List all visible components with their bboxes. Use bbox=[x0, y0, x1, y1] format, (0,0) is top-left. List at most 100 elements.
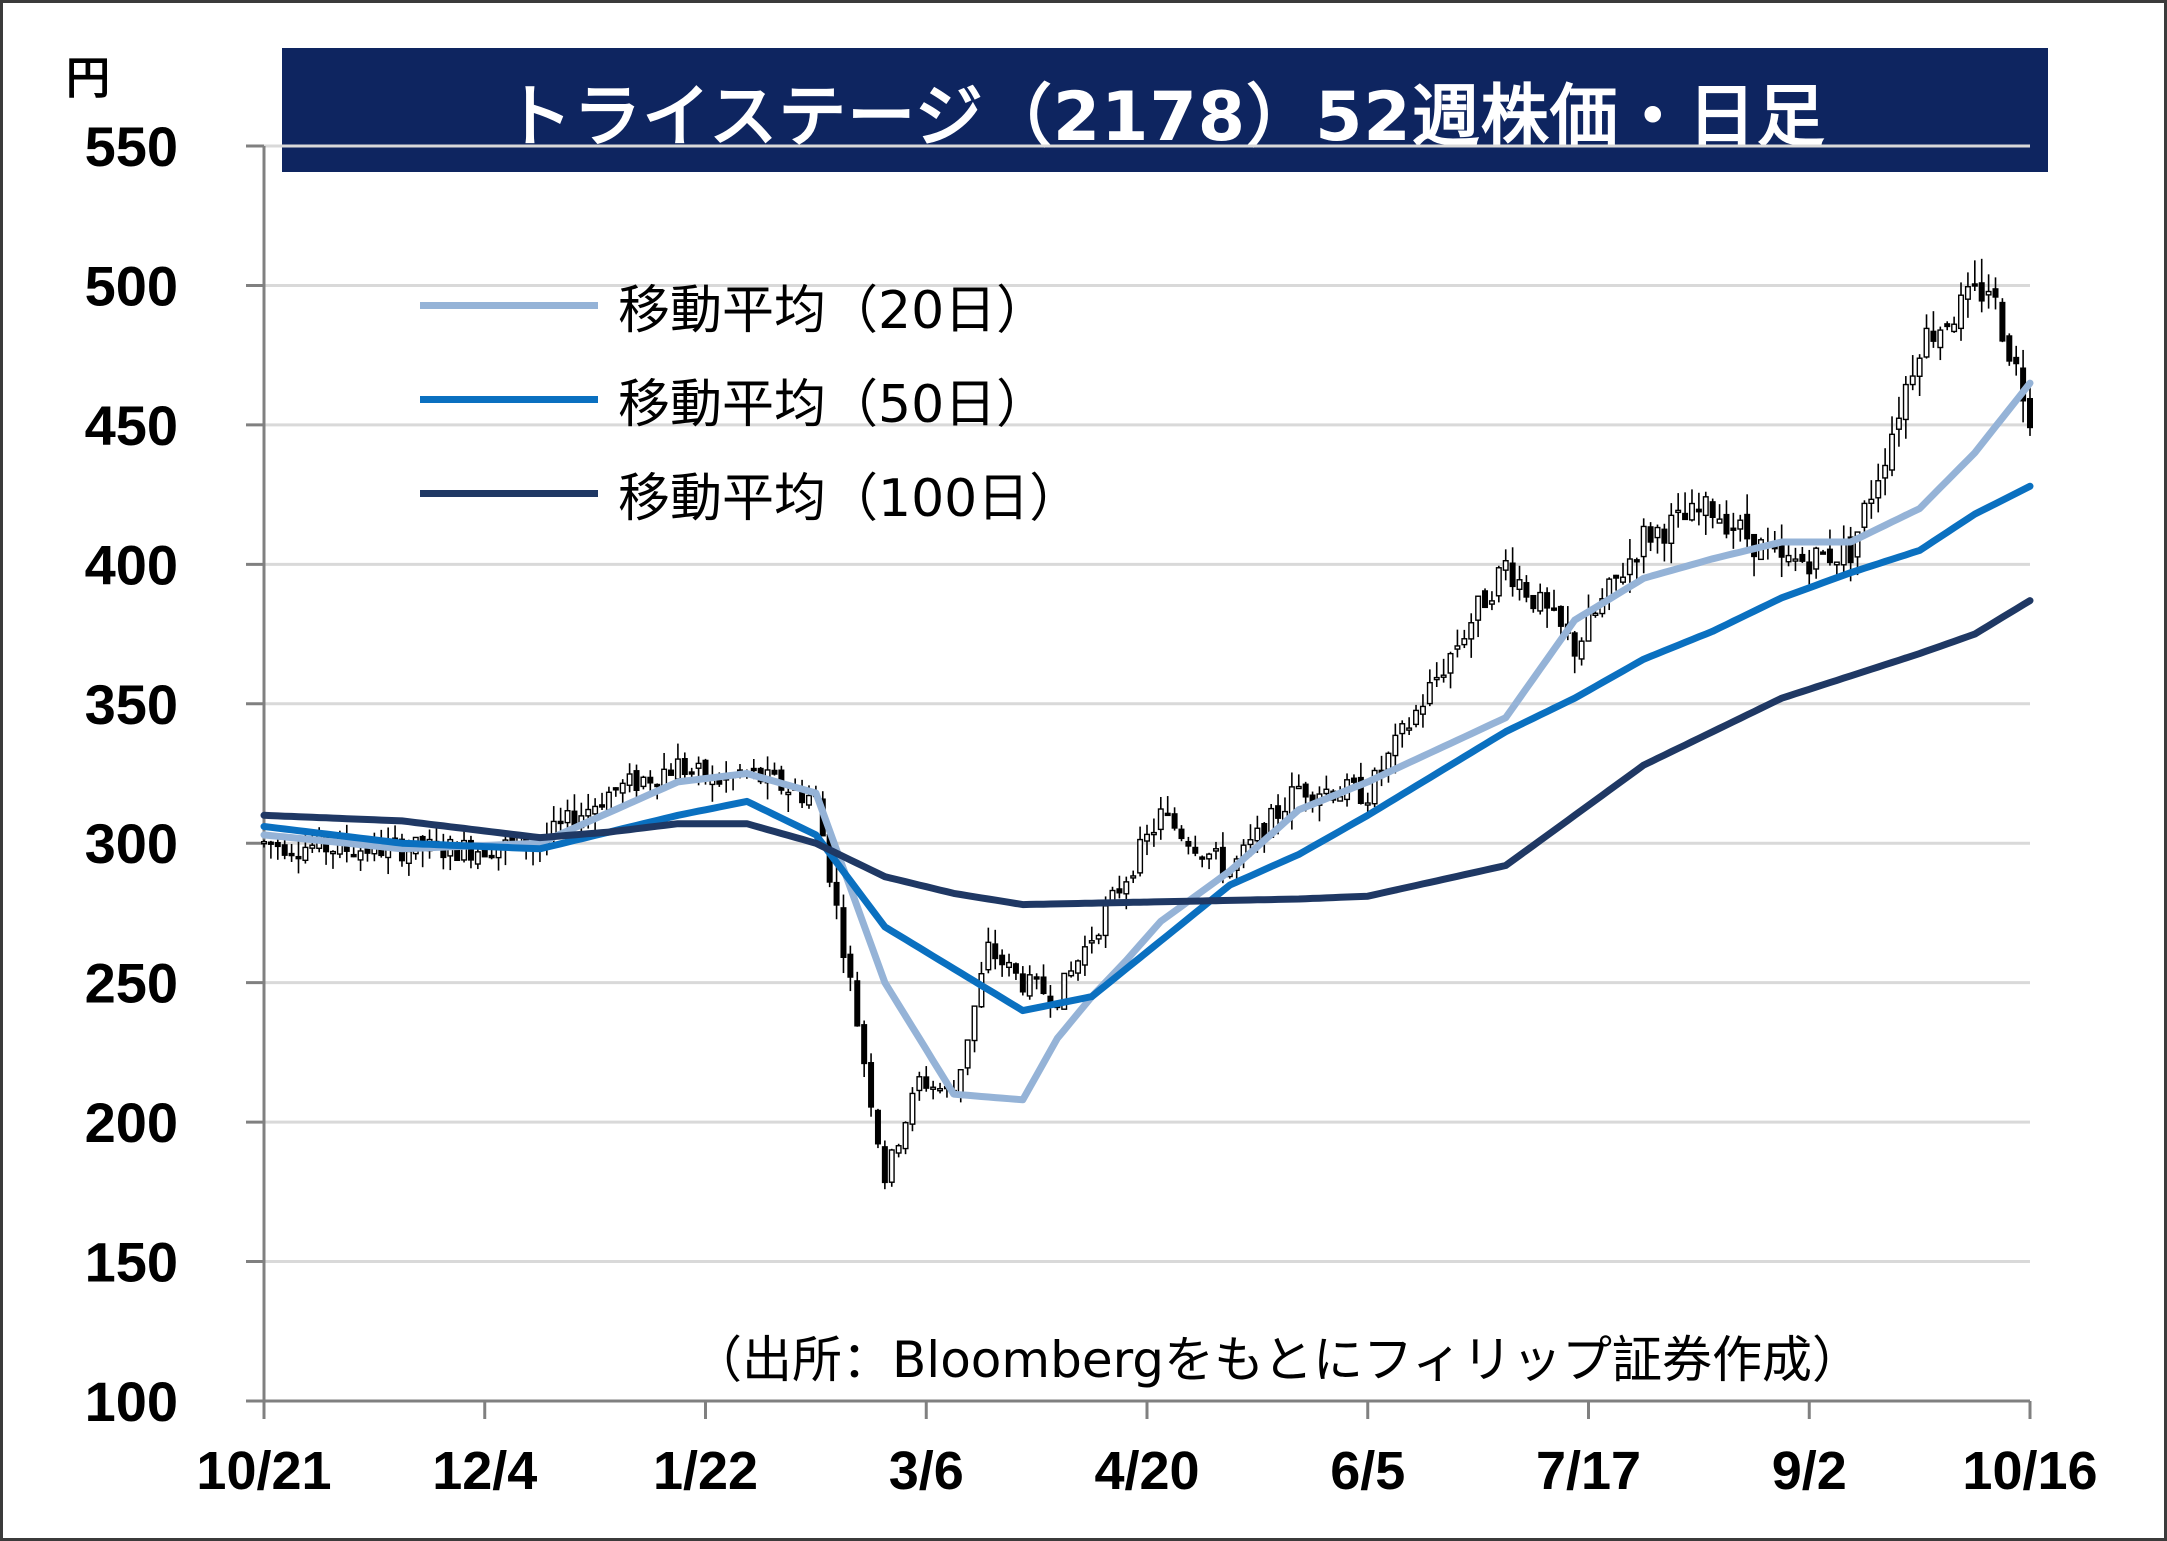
candle-body bbox=[1488, 600, 1495, 605]
candle-body bbox=[930, 1086, 937, 1090]
candle-body bbox=[1247, 839, 1254, 846]
candle-body bbox=[1909, 375, 1916, 386]
candle-body bbox=[467, 839, 474, 861]
candle-body bbox=[557, 820, 564, 825]
x-tick-label: 10/21 bbox=[196, 1441, 331, 1501]
candle-body bbox=[1971, 283, 1978, 287]
candle-body bbox=[1978, 282, 1985, 302]
candle-body bbox=[1164, 812, 1171, 817]
candle-body bbox=[474, 851, 481, 865]
candle-body bbox=[1695, 508, 1702, 513]
candle-body bbox=[1619, 576, 1626, 583]
candle-body bbox=[668, 769, 675, 776]
candle-body bbox=[1143, 833, 1150, 842]
candle-body bbox=[1426, 681, 1433, 705]
candle-body bbox=[1475, 595, 1482, 621]
candle-body bbox=[785, 791, 792, 796]
candle-body bbox=[1937, 329, 1944, 349]
x-tick-label: 10/16 bbox=[1962, 1441, 2097, 1501]
candle-body bbox=[1551, 607, 1558, 611]
candle-body bbox=[1951, 323, 1958, 333]
y-tick-label: 200 bbox=[85, 1091, 178, 1154]
y-tick-label: 300 bbox=[85, 812, 178, 875]
candle-body bbox=[626, 773, 633, 786]
candle-body bbox=[1647, 526, 1654, 543]
candle-body bbox=[895, 1145, 902, 1154]
y-tick-label: 500 bbox=[85, 254, 178, 317]
moving-average-lines bbox=[260, 379, 2034, 1104]
candle-body bbox=[1702, 496, 1709, 517]
candle-body bbox=[1040, 976, 1047, 995]
candle-body bbox=[605, 791, 612, 811]
x-tick-labels: 10/21 12/4 1/22 3/6 4/20 6/5 7/17 9/2 10/16 bbox=[196, 1441, 2097, 1501]
candle-body bbox=[1171, 813, 1178, 829]
candle-body bbox=[1571, 632, 1578, 657]
y-tick-label: 450 bbox=[85, 394, 178, 457]
candle-body bbox=[1461, 638, 1468, 646]
candle-body bbox=[1302, 783, 1309, 798]
candle-body bbox=[1219, 846, 1226, 875]
candle-body bbox=[1557, 605, 1564, 627]
candle-body bbox=[1847, 536, 1854, 564]
ma50-line bbox=[260, 482, 2034, 1015]
candle-body bbox=[1916, 357, 1923, 377]
candle-body bbox=[1820, 551, 1827, 555]
candle-body bbox=[681, 758, 688, 776]
candle-body bbox=[1813, 547, 1820, 570]
candle-body bbox=[1668, 514, 1675, 544]
x-tick-label: 4/20 bbox=[1094, 1441, 1199, 1501]
candle-body bbox=[1661, 528, 1668, 544]
y-tick-labels: 550 500 450 400 350 300 250 200 150 100 bbox=[85, 115, 178, 1433]
x-tick-label: 9/2 bbox=[1772, 1441, 1847, 1501]
candle-body bbox=[481, 848, 488, 858]
candle-body bbox=[999, 954, 1006, 966]
candle-body bbox=[612, 787, 619, 791]
legend-swatch-ma50 bbox=[420, 395, 598, 403]
candle-body bbox=[295, 855, 302, 860]
candle-body bbox=[1468, 622, 1475, 640]
candle-body bbox=[1509, 562, 1516, 588]
candle-body bbox=[1116, 888, 1123, 894]
candle-body bbox=[654, 783, 661, 788]
candle-body bbox=[1012, 963, 1019, 974]
candle-body bbox=[1385, 752, 1392, 770]
candle-body bbox=[1640, 525, 1647, 558]
candle-body bbox=[619, 782, 626, 794]
candle-body bbox=[1068, 970, 1075, 977]
candle-body bbox=[1392, 734, 1399, 757]
candle-body bbox=[1682, 512, 1689, 521]
candle-body bbox=[1440, 674, 1447, 678]
candle-body bbox=[1413, 709, 1420, 726]
candle-body bbox=[1033, 976, 1040, 980]
candle-body bbox=[267, 841, 274, 845]
candle-body bbox=[1130, 875, 1137, 879]
candle-body bbox=[302, 846, 309, 862]
candle-body bbox=[1495, 567, 1502, 597]
candle-body bbox=[585, 808, 592, 817]
candle-body bbox=[261, 841, 268, 845]
candle-body bbox=[1157, 808, 1164, 831]
y-unit-label: 円 bbox=[66, 53, 110, 104]
legend-swatch-ma100 bbox=[420, 489, 598, 497]
candle-body bbox=[1730, 527, 1737, 531]
candle-body bbox=[909, 1092, 916, 1125]
candle-body bbox=[1399, 723, 1406, 735]
candle-body bbox=[405, 850, 412, 864]
y-tick-label: 400 bbox=[85, 533, 178, 596]
candle-body bbox=[1516, 579, 1523, 591]
candle-body bbox=[854, 980, 861, 1027]
candle-body bbox=[274, 841, 281, 848]
legend-item-ma50: 移動平均（50日） bbox=[420, 352, 1081, 446]
candle-body bbox=[357, 850, 364, 861]
candle-body bbox=[881, 1146, 888, 1184]
candle-body bbox=[350, 853, 357, 858]
candle-body bbox=[992, 943, 999, 960]
candle-body bbox=[750, 767, 757, 772]
candle-body bbox=[902, 1122, 909, 1150]
candle-body bbox=[1958, 294, 1965, 330]
legend-swatch-ma20 bbox=[420, 301, 598, 309]
candle-body bbox=[1592, 612, 1599, 617]
x-tick-label: 3/6 bbox=[889, 1441, 964, 1501]
